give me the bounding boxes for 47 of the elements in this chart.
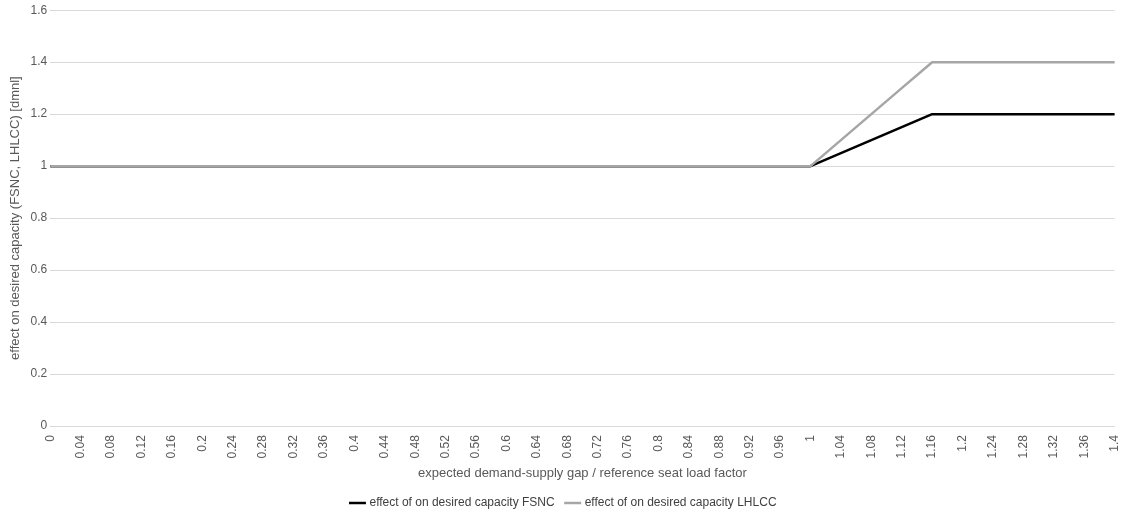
x-tick-label: 1.2 [954, 434, 969, 452]
x-tick-label: 1.08 [863, 434, 878, 459]
x-tick-label: 0.88 [711, 434, 726, 459]
x-tick-label: 1.32 [1046, 434, 1061, 459]
y-tick-label: 1 [40, 158, 48, 173]
x-tick-label: 0.16 [164, 434, 179, 459]
legend-label: effect of on desired capacity LHLCC [584, 495, 777, 510]
x-tick-label: 0.6 [498, 434, 513, 452]
x-tick-label: 1.12 [894, 434, 909, 459]
x-tick-label: 0.2 [194, 434, 209, 452]
y-tick-label: 1.6 [30, 2, 48, 17]
x-tick-label: 0.92 [742, 434, 756, 459]
y-tick-label: 1.2 [30, 106, 48, 121]
x-tick-label: 1.4 [1106, 434, 1121, 452]
y-tick-label: 0.2 [30, 366, 48, 381]
y-tick-label: 0.6 [30, 262, 48, 277]
x-tick-label: 1.28 [1015, 434, 1030, 459]
x-tick-label: 0.28 [255, 434, 270, 459]
x-tick-label: 1.16 [924, 434, 939, 459]
x-tick-label: 1.24 [985, 434, 1000, 459]
y-tick-label: 0.4 [30, 314, 48, 329]
x-tick-label: 0.64 [529, 434, 544, 459]
x-tick-label: 0.72 [589, 434, 604, 459]
x-tick-label: 0.04 [73, 434, 87, 459]
x-tick-label: 0.32 [285, 434, 300, 459]
y-axis-title: effect on desired capacity (FSNC, LHLCC) [dmnl] [7, 76, 23, 360]
x-tick-label: 0.76 [620, 434, 635, 459]
x-tick-label: 0.12 [133, 434, 148, 459]
x-tick-label: 0.96 [772, 434, 787, 459]
legend-label: effect of on desired capacity FSNC [369, 495, 555, 510]
x-tick-label: 0.24 [225, 434, 240, 459]
x-tick-label: 1 [802, 434, 817, 442]
x-tick-label: 0.44 [377, 434, 392, 459]
x-tick-label: 0.48 [407, 434, 422, 459]
y-tick-label: 0.8 [30, 210, 48, 225]
x-tick-label: 0.68 [559, 434, 574, 459]
x-tick-label: 0.08 [103, 434, 118, 459]
x-tick-label: 0.8 [650, 434, 665, 452]
x-axis-title: expected demand-supply gap / reference seat load factor [418, 464, 748, 480]
x-tick-label: 0.56 [468, 434, 483, 459]
x-tick-label: 0.52 [437, 434, 452, 459]
x-tick-label: 0.84 [681, 434, 696, 459]
x-tick-label: 0.36 [316, 434, 331, 459]
x-tick-label: 1.04 [833, 434, 848, 459]
x-tick-label: 1.36 [1076, 434, 1091, 459]
y-tick-label: 1.4 [30, 54, 48, 69]
x-tick-label: 0.4 [346, 434, 361, 452]
